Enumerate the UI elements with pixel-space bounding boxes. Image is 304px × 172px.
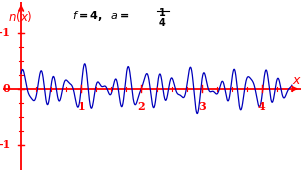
Text: $n(x)$: $n(x)$ [8,9,33,24]
Text: $\it{f}$$\bf{=4,}$  $\it{a}$$\bf{=}$: $\it{f}$$\bf{=4,}$ $\it{a}$$\bf{=}$ [72,9,130,23]
Text: -1: -1 [0,139,10,150]
Text: 0: 0 [3,83,10,94]
Text: 3: 3 [198,101,206,112]
Text: +1: +1 [0,27,10,38]
Text: $x$: $x$ [292,74,302,87]
Text: 4: 4 [258,101,266,112]
Text: 2: 2 [138,101,145,112]
Text: 1: 1 [78,101,85,112]
Text: $\bf{4}$: $\bf{4}$ [158,16,167,28]
Text: $\bf{1}$: $\bf{1}$ [158,6,167,18]
